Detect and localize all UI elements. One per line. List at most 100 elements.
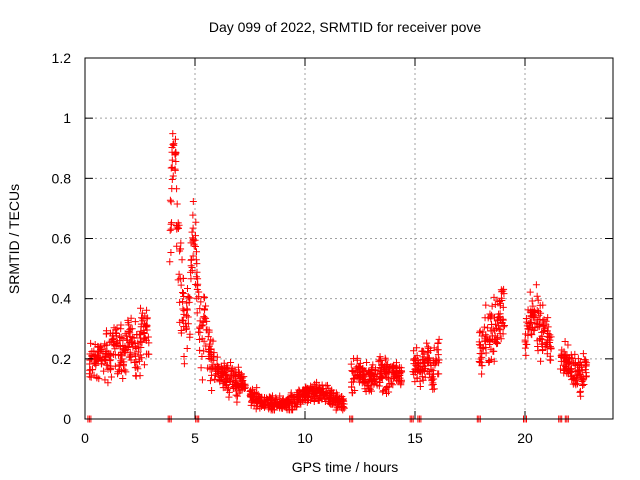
data-point [579, 350, 587, 358]
data-point [369, 361, 377, 369]
data-point [251, 390, 259, 398]
data-point [353, 356, 361, 364]
data-point [137, 304, 145, 312]
data-point [99, 349, 107, 357]
data-point [430, 385, 438, 393]
data-point [371, 373, 379, 381]
data-point [166, 258, 174, 266]
data-point [171, 135, 179, 143]
data-point [235, 389, 243, 397]
data-point [318, 388, 326, 396]
data-point [272, 398, 280, 406]
data-point [210, 356, 218, 364]
x-axis-label: GPS time / hours [292, 459, 399, 475]
data-point [134, 365, 142, 373]
data-point [375, 382, 383, 390]
data-point [132, 358, 140, 366]
data-point [543, 342, 551, 350]
data-point [490, 357, 498, 365]
data-point [350, 355, 358, 363]
data-point [303, 386, 311, 394]
data-point [315, 396, 323, 404]
data-point [222, 382, 230, 390]
data-point [294, 395, 302, 403]
data-point [203, 326, 211, 334]
data-point [492, 320, 500, 328]
data-point [435, 335, 443, 343]
data-point [424, 354, 432, 362]
data-point [389, 381, 397, 389]
data-point [413, 352, 421, 360]
data-point [529, 313, 537, 321]
data-point [477, 355, 485, 363]
data-point [102, 327, 110, 335]
data-point [103, 347, 111, 355]
data-point [263, 395, 271, 403]
data-point [201, 294, 209, 302]
data-point [104, 379, 112, 387]
data-point [484, 324, 492, 332]
data-point [544, 336, 552, 344]
data-point [173, 200, 181, 208]
data-point [565, 358, 573, 366]
data-point [231, 371, 239, 379]
data-point [280, 403, 288, 411]
data-point [213, 360, 221, 368]
data-point [578, 367, 586, 375]
data-point [166, 196, 174, 204]
data-point [172, 221, 180, 229]
data-point [168, 175, 176, 183]
data-point [173, 185, 181, 193]
data-point [202, 314, 210, 322]
data-point [396, 374, 404, 382]
data-point [178, 256, 186, 264]
data-point [236, 375, 244, 383]
data-point [576, 387, 584, 395]
data-point [183, 344, 191, 352]
data-point [197, 364, 205, 372]
data-point [397, 364, 405, 372]
data-point [220, 359, 228, 367]
data-point [489, 347, 497, 355]
data-point [494, 334, 502, 342]
data-point [198, 353, 206, 361]
chart-title: Day 099 of 2022, SRMTID for receiver pov… [209, 19, 482, 35]
data-point [521, 344, 529, 352]
data-point [259, 401, 267, 409]
data-point [223, 371, 231, 379]
data-point [327, 400, 335, 408]
data-point [208, 387, 216, 395]
data-point [176, 298, 184, 306]
data-point [100, 367, 108, 375]
data-point [166, 226, 174, 234]
data-point [491, 301, 499, 309]
x-tick-label: 20 [517, 430, 533, 446]
y-axis-label: SRMTID / TECUs [6, 184, 22, 294]
data-point [576, 388, 584, 396]
data-point [496, 326, 504, 334]
data-point [478, 350, 486, 358]
y-tick-label: 1.2 [52, 50, 72, 66]
data-point [547, 356, 555, 364]
data-point [169, 172, 177, 180]
data-point [310, 395, 318, 403]
data-point [87, 339, 95, 347]
data-point [288, 392, 296, 400]
data-point [497, 335, 505, 343]
data-point [193, 282, 201, 290]
data-point [109, 335, 117, 343]
data-point [191, 232, 199, 240]
data-point [190, 242, 198, 250]
data-point [316, 384, 324, 392]
data-point [142, 336, 150, 344]
data-point [347, 360, 355, 368]
data-point [289, 406, 297, 414]
data-point [198, 376, 206, 384]
data-point [180, 360, 188, 368]
data-point [222, 370, 230, 378]
data-point [133, 363, 141, 371]
data-point [187, 275, 195, 283]
data-point [485, 357, 493, 365]
data-point [200, 313, 208, 321]
x-tick-label: 0 [81, 430, 89, 446]
